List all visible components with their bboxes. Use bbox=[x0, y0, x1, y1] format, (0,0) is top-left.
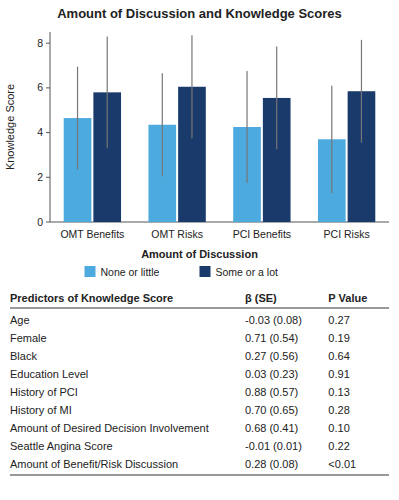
y-tick-label: 2 bbox=[37, 171, 43, 183]
error-bar bbox=[331, 86, 332, 193]
table-cell: 0.27 (0.56) bbox=[245, 350, 298, 362]
table-cell: 0.71 (0.54) bbox=[245, 332, 298, 344]
table-cell: Amount of Benefit/Risk Discussion bbox=[10, 458, 178, 470]
table-cell: Seattle Angina Score bbox=[10, 440, 113, 452]
table-cell: 0.64 bbox=[328, 350, 349, 362]
legend-swatch bbox=[200, 266, 211, 277]
x-tick-label: OMT Benefits bbox=[60, 228, 124, 240]
x-tick-label: PCI Risks bbox=[324, 228, 370, 240]
y-tick bbox=[46, 43, 50, 44]
table-cell: -0.03 (0.08) bbox=[245, 314, 302, 326]
y-tick-label: 8 bbox=[37, 37, 43, 49]
legend-swatch bbox=[85, 266, 96, 277]
error-bar bbox=[191, 35, 192, 138]
table-cell: Black bbox=[10, 350, 37, 362]
y-tick bbox=[46, 222, 50, 223]
table-cell: -0.01 (0.01) bbox=[245, 440, 302, 452]
table-cell: 0.13 bbox=[328, 386, 349, 398]
table-cell: 0.70 (0.65) bbox=[245, 404, 298, 416]
y-tick-label: 4 bbox=[37, 126, 43, 138]
error-bar bbox=[246, 71, 247, 183]
table-rule bbox=[10, 475, 389, 476]
y-tick bbox=[46, 132, 50, 133]
table-cell: 0.28 bbox=[328, 404, 349, 416]
table-cell: 0.88 (0.57) bbox=[245, 386, 298, 398]
table-header: β (SE) bbox=[245, 292, 277, 304]
table-cell: 0.10 bbox=[328, 422, 349, 434]
y-tick-label: 0 bbox=[37, 216, 43, 228]
table-cell: <0.01 bbox=[328, 458, 356, 470]
table-cell: Age bbox=[10, 314, 30, 326]
table-cell: 0.19 bbox=[328, 332, 349, 344]
legend-label: None or little bbox=[101, 266, 160, 278]
table-cell: 0.03 (0.23) bbox=[245, 368, 298, 380]
error-bar bbox=[107, 36, 108, 148]
y-tick-label: 6 bbox=[37, 81, 43, 93]
x-tick-label: PCI Benefits bbox=[233, 228, 291, 240]
table-cell: 0.27 bbox=[328, 314, 349, 326]
y-tick bbox=[46, 177, 50, 178]
figure: Amount of Discussion and Knowledge Score… bbox=[0, 0, 399, 500]
y-axis-label: Knowledge Score bbox=[4, 84, 16, 170]
error-bar bbox=[77, 67, 78, 170]
y-tick bbox=[46, 87, 50, 88]
table-cell: 0.91 bbox=[328, 368, 349, 380]
table-rule bbox=[10, 308, 389, 309]
table-cell: Female bbox=[10, 332, 47, 344]
bars bbox=[64, 35, 376, 222]
legend-title: Amount of Discussion bbox=[141, 248, 258, 260]
table-cell: Amount of Desired Decision Involvement bbox=[10, 422, 209, 434]
table-cell: History of MI bbox=[10, 404, 72, 416]
table: Predictors of Knowledge Score β (SE) P Val… bbox=[10, 292, 389, 475]
y-axis: 0 2 4 6 8 bbox=[37, 32, 50, 228]
legend-label: Some or a lot bbox=[216, 266, 279, 278]
error-bar bbox=[162, 73, 163, 176]
x-tick-label: OMT Risks bbox=[151, 228, 203, 240]
y-axis-line bbox=[50, 32, 51, 222]
chart-title: Amount of Discussion and Knowledge Score… bbox=[57, 6, 342, 21]
table-cell: 0.28 (0.08) bbox=[245, 458, 298, 470]
error-bar bbox=[276, 47, 277, 150]
table-cell: 0.22 bbox=[328, 440, 349, 452]
table-cell: 0.68 (0.41) bbox=[245, 422, 298, 434]
table-header: Predictors of Knowledge Score bbox=[10, 292, 173, 304]
error-bar bbox=[361, 40, 362, 143]
table-header: P Value bbox=[328, 292, 367, 304]
legend: Amount of Discussion None or little Some o… bbox=[85, 248, 279, 278]
table-cell: History of PCI bbox=[10, 386, 78, 398]
table-cell: Education Level bbox=[10, 368, 88, 380]
